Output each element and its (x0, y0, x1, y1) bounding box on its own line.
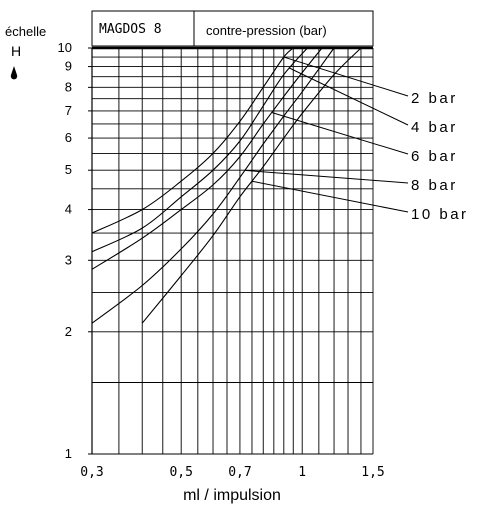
series-leader (283, 56, 409, 97)
y-tick-label: 9 (65, 59, 72, 74)
y-tick-label: 10 (58, 40, 72, 55)
series-line (91, 47, 323, 270)
series-label: 6 bar (411, 148, 458, 165)
header-box (91, 10, 374, 47)
y-axis-letter: H (11, 43, 21, 59)
series-label: 10 bar (411, 206, 469, 223)
series-leader (271, 112, 409, 155)
label-leaders (244, 56, 409, 213)
y-tick-label: 6 (65, 130, 72, 145)
series-leader (289, 67, 409, 126)
curves (91, 47, 362, 324)
series-label: 2 bar (411, 90, 458, 107)
y-tick-label: 4 (65, 202, 72, 217)
x-tick-label: 0,7 (228, 465, 251, 480)
y-tick-label: 3 (65, 252, 72, 267)
y-tick-label: 2 (65, 324, 72, 339)
y-tick-label: 5 (65, 162, 72, 177)
series-label: 4 bar (411, 119, 458, 136)
series-label: 8 bar (411, 177, 458, 194)
series-labels: 2 bar 4 bar 6 bar 8 bar 10 bar (411, 90, 469, 223)
y-tick-label: 7 (65, 103, 72, 118)
x-axis-label: ml / impulsion (183, 487, 281, 504)
y-tick-label: 1 (65, 446, 72, 461)
series-leader (251, 180, 409, 213)
series-line (91, 47, 294, 234)
x-tick-labels: 0,3 0,5 0,7 1 1,5 (80, 465, 384, 480)
x-tick-label: 0,5 (169, 465, 192, 480)
header-model: MAGDOS 8 (99, 22, 162, 37)
x-tick-label: 1,5 (361, 465, 384, 480)
y-tick-label: 8 (65, 79, 72, 94)
series-line (91, 47, 308, 253)
y-axis-label: échelle (5, 24, 46, 39)
drop-icon (10, 66, 18, 80)
x-tick-label: 0,3 (80, 465, 103, 480)
series-leader (244, 169, 409, 184)
header-subtitle: contre-pression (bar) (206, 23, 327, 38)
grid (91, 46, 374, 455)
y-tick-labels: 1 2 3 4 5 6 7 8 9 10 (58, 40, 92, 461)
x-tick-label: 1 (298, 465, 306, 480)
series-line (91, 47, 335, 324)
